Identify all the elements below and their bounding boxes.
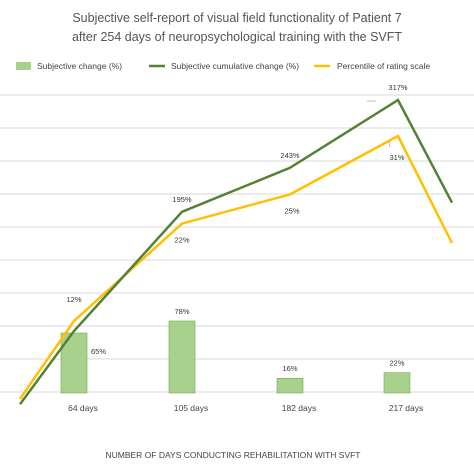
- legend-label-0: Subjective change (%): [37, 61, 122, 71]
- bar-series: [60, 320, 411, 394]
- cumulative-label-3: 243%: [280, 151, 300, 160]
- bar-label-0: 65%: [91, 347, 106, 356]
- chart-subtitle: after 254 days of neuropsychological tra…: [72, 30, 402, 44]
- legend: Subjective change (%) Subjective cumulati…: [16, 61, 430, 71]
- bar-label-2: 16%: [282, 364, 297, 373]
- x-tick-label-0: 64 days: [68, 403, 98, 413]
- percentile-label-2: 22%: [174, 236, 189, 245]
- cumulative-label-4: 317%: [388, 83, 408, 92]
- percentile-label-1: 12%: [66, 295, 81, 304]
- x-axis-title: NUMBER OF DAYS CONDUCTING REHABILITATION…: [105, 450, 360, 460]
- line-series: [18, 98, 454, 406]
- percentile-line: [18, 134, 454, 400]
- data-labels: 65% 78% 16% 22% 195% 243% 317% 12% 22% 25% 31%: [66, 83, 407, 373]
- legend-label-1: Subjective cumulative change (%): [171, 61, 299, 71]
- legend-label-2: Percentile of rating scale: [337, 61, 430, 71]
- bar-label-3: 22%: [389, 359, 404, 368]
- x-tick-label-3: 217 days: [389, 403, 424, 413]
- percentile-label-3: 25%: [284, 206, 299, 215]
- cumulative-label-2: 195%: [172, 195, 192, 204]
- bar-2: [276, 377, 304, 394]
- label-leader-31: [388, 140, 391, 148]
- chart-title: Subjective self-report of visual field f…: [72, 11, 401, 25]
- cumulative-change-line: [18, 98, 454, 406]
- x-axis-ticks: 64 days 105 days 182 days 217 days: [68, 403, 423, 413]
- x-tick-label-1: 105 days: [174, 403, 209, 413]
- legend-swatch-bar: [16, 62, 31, 70]
- percentile-label-4: 31%: [389, 153, 404, 162]
- bar-1: [168, 320, 196, 394]
- x-tick-label-2: 182 days: [282, 403, 317, 413]
- bar-3: [383, 372, 411, 394]
- bar-label-1: 78%: [174, 307, 189, 316]
